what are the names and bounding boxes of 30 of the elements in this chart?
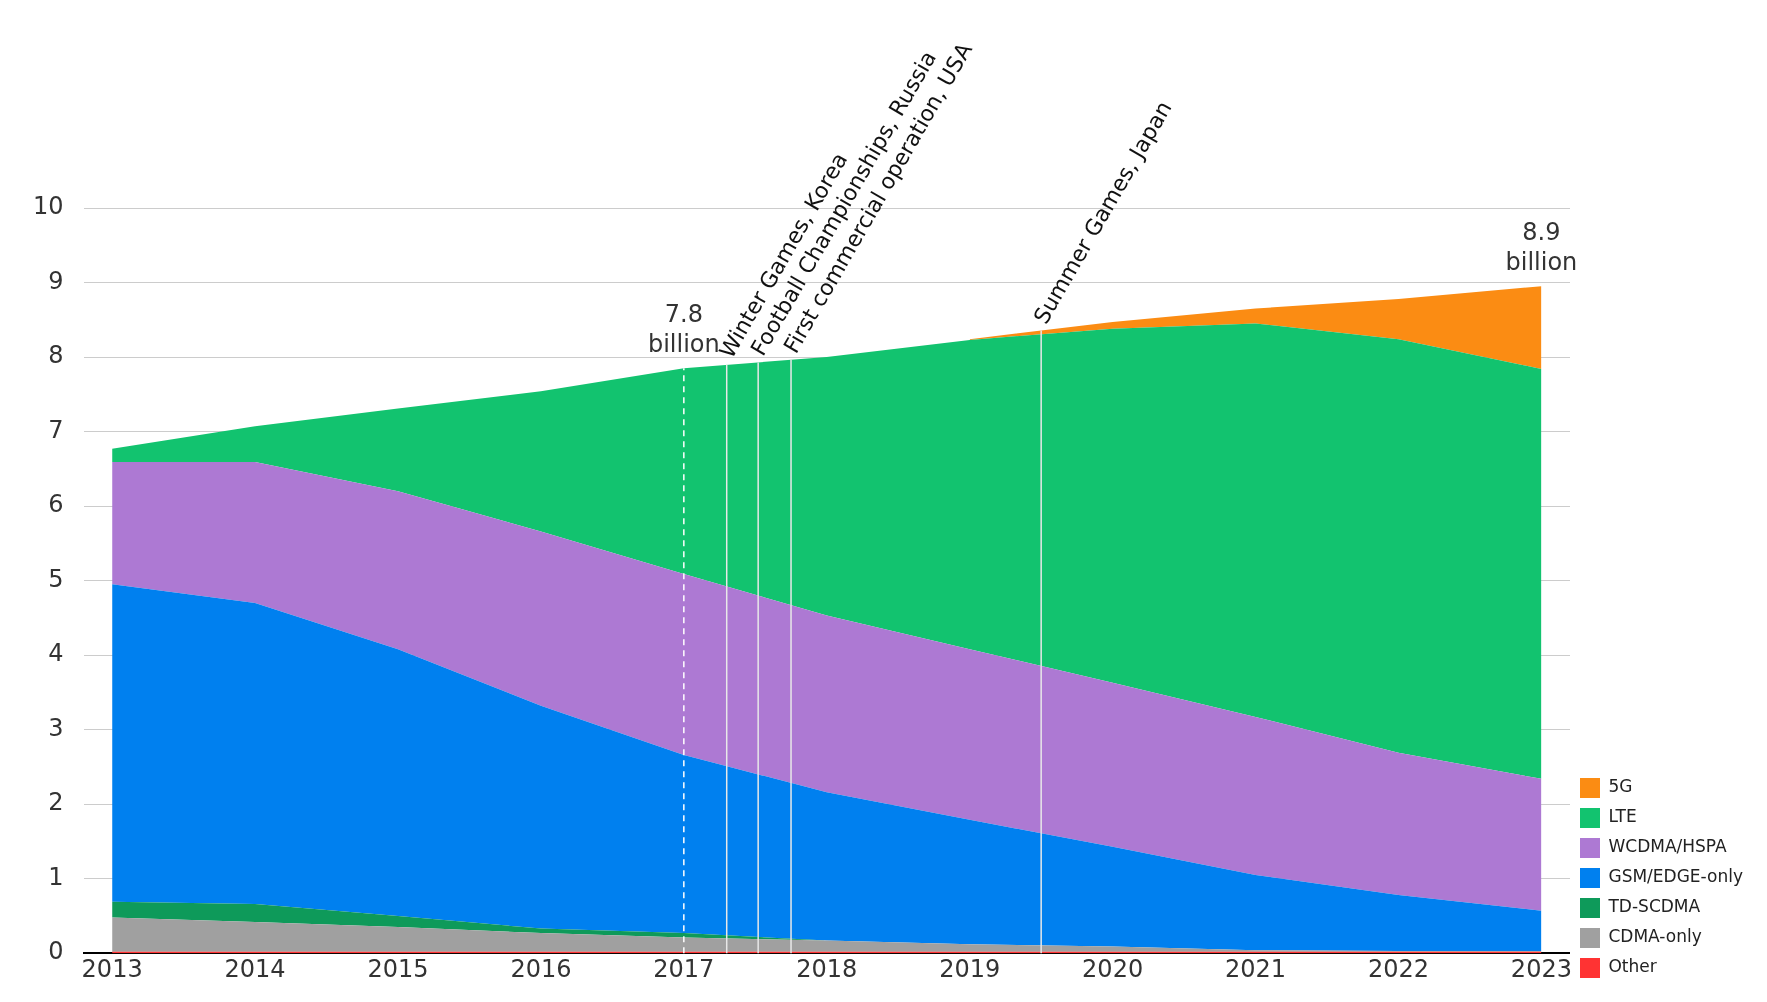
y-tick-label: 5	[48, 564, 64, 593]
y-tick-label: 2	[48, 788, 64, 817]
y-tick-label: 9	[48, 266, 64, 295]
legend-label: LTE	[1608, 806, 1637, 827]
x-tick-label: 2023	[1510, 954, 1572, 983]
x-tick-label: 2020	[1082, 954, 1144, 983]
x-tick-label: 2016	[510, 954, 572, 983]
x-tick-label: 2013	[81, 954, 143, 983]
x-tick-label: 2021	[1225, 954, 1287, 983]
y-tick-label: 7	[48, 415, 64, 444]
legend-label: GSM/EDGE-only	[1608, 866, 1743, 887]
y-tick-label: 0	[48, 937, 64, 966]
x-tick-label: 2019	[939, 954, 1001, 983]
x-tick-label: 2017	[653, 954, 715, 983]
y-tick-label: 1	[48, 862, 64, 891]
x-tick-label: 2015	[367, 954, 429, 983]
legend-label: Other	[1608, 956, 1657, 977]
annotation: 8.9 billion	[1505, 218, 1578, 277]
y-tick-label: 6	[48, 490, 64, 519]
legend-label: CDMA-only	[1608, 926, 1702, 947]
legend-label: TD-SCDMA	[1607, 896, 1701, 917]
legend-label: 5G	[1608, 776, 1633, 797]
legend-label: WCDMA/HSPA	[1608, 836, 1728, 857]
y-tick-label: 3	[48, 713, 64, 742]
x-tick-label: 2014	[224, 954, 286, 983]
x-tick-label: 2018	[796, 954, 858, 983]
y-tick-label: 8	[48, 341, 64, 370]
x-tick-label: 2022	[1367, 954, 1430, 983]
y-tick-label: 4	[48, 639, 64, 668]
y-tick-label: 10	[32, 192, 64, 221]
